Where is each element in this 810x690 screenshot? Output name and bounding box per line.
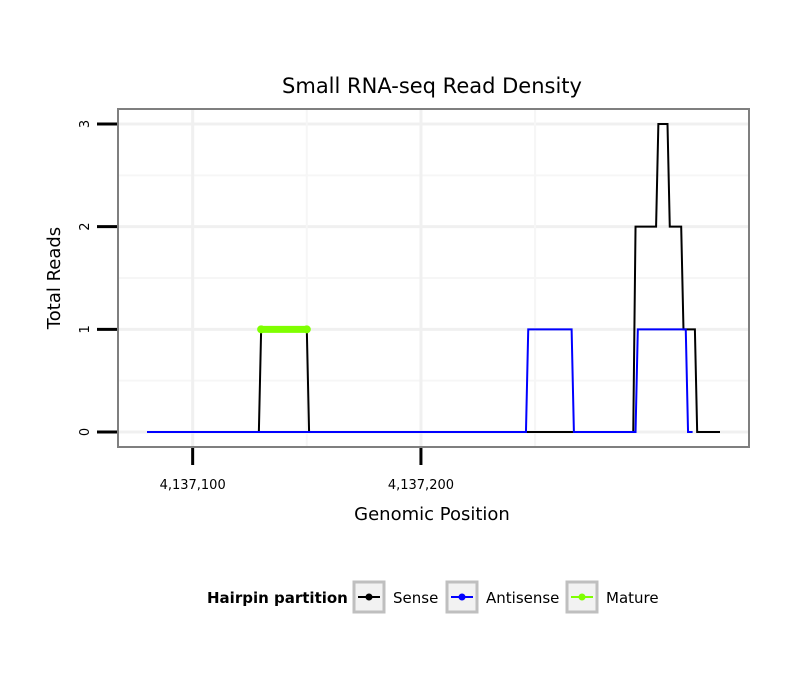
panel-border (117, 108, 750, 448)
legend-title: Hairpin partition (207, 589, 348, 607)
chart-title: Small RNA-seq Read Density (282, 74, 582, 98)
legend-label-antisense: Antisense (486, 589, 559, 607)
y-tick-label: 3 (78, 120, 93, 128)
legend-key-point (365, 593, 373, 601)
series-line-antisense (147, 328, 693, 433)
mature-point (302, 325, 311, 334)
y-tick-label: 0 (78, 428, 93, 436)
y-axis-title: Total Reads (44, 227, 65, 330)
legend: Hairpin partition Sense Antisense Mature (207, 580, 659, 614)
x-axis-title: Genomic Position (354, 504, 510, 525)
legend-key-point (458, 593, 466, 601)
plot-panel (117, 108, 750, 448)
grid (118, 109, 749, 447)
x-tick-label: 4,137,100 (160, 478, 226, 493)
legend-label-sense: Sense (393, 589, 438, 607)
y-tick-label: 1 (78, 325, 93, 333)
x-tick-label: 4,137,200 (388, 478, 454, 493)
mature-point (257, 325, 266, 334)
y-tick-label: 2 (78, 223, 93, 231)
legend-key-point (578, 593, 586, 601)
legend-label-mature: Mature (606, 589, 659, 607)
